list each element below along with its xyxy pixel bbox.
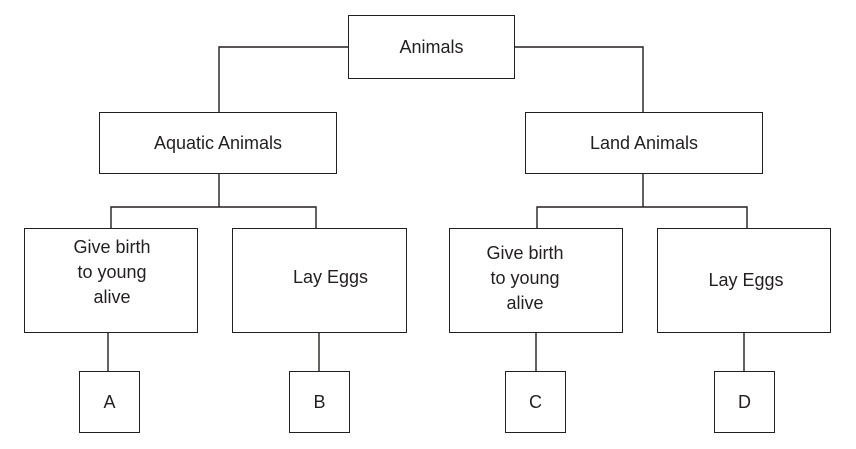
connector-land-split <box>536 206 748 228</box>
node-land-give-birth: Give birth to young alive <box>449 228 623 333</box>
leaf-b-label: B <box>313 391 326 412</box>
node-animals: Animals <box>348 15 515 79</box>
leaf-c: C <box>505 371 566 433</box>
node-aquatic-give-birth: Give birth to young alive <box>24 228 198 333</box>
node-aquatic-lay-eggs: Lay Eggs <box>232 228 407 333</box>
node-animals-label: Animals <box>399 36 464 57</box>
node-land-lay-eggs: Lay Eggs <box>657 228 831 333</box>
leaf-d: D <box>714 371 775 433</box>
leaf-a: A <box>79 371 140 433</box>
connector-aquatic-split <box>110 206 317 228</box>
node-aquatic-animals: Aquatic Animals <box>99 112 337 174</box>
leaf-a-label: A <box>103 391 116 412</box>
leaf-b: B <box>289 371 350 433</box>
node-land-animals-label: Land Animals <box>589 132 699 153</box>
connector-root-aquatic <box>218 46 348 112</box>
connector-root-land <box>515 46 644 112</box>
node-aquatic-give-birth-label: Give birth to young alive <box>73 237 151 307</box>
node-aquatic-animals-label: Aquatic Animals <box>153 132 283 153</box>
node-aquatic-lay-eggs-label: Lay Eggs <box>292 267 369 287</box>
leaf-d-label: D <box>738 391 751 412</box>
node-land-lay-eggs-label: Lay Eggs <box>708 270 784 290</box>
leaf-c-label: C <box>529 391 542 412</box>
node-land-animals: Land Animals <box>525 112 763 174</box>
node-land-give-birth-label: Give birth to young alive <box>486 243 564 313</box>
